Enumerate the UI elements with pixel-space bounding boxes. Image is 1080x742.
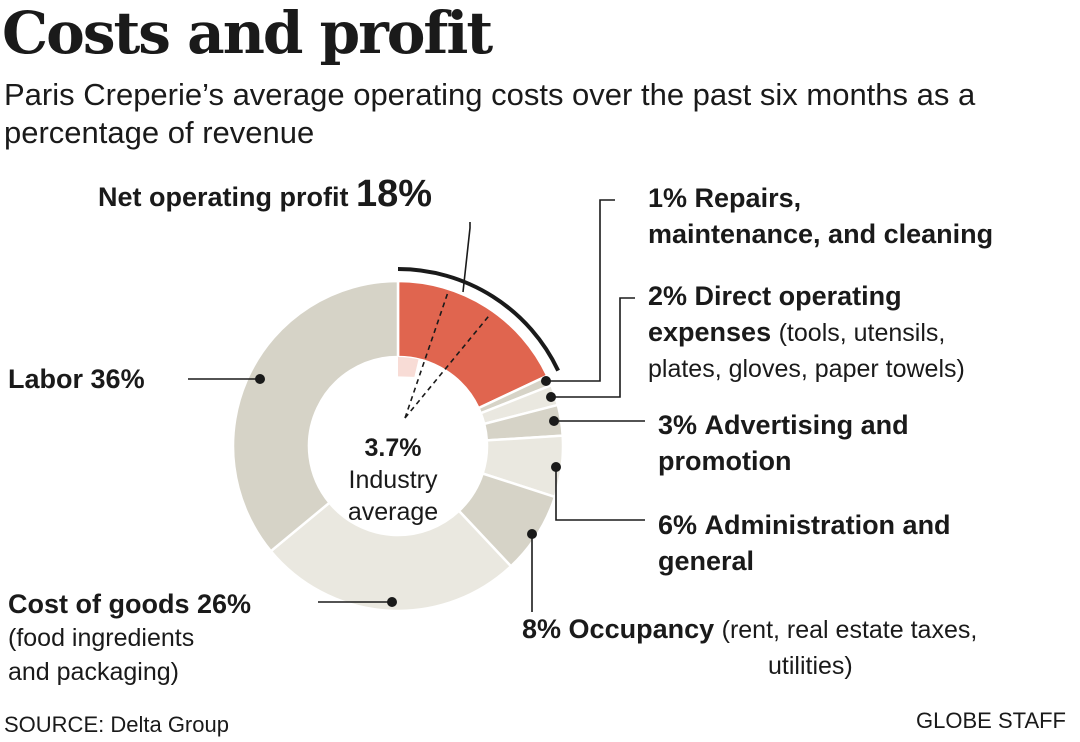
slice-labor xyxy=(231,279,400,553)
chart-overlay xyxy=(397,267,560,419)
label-advertising: 3% Advertising and promotion xyxy=(658,407,909,479)
leader-dot-advertising xyxy=(549,416,559,426)
industry-average-dashed-line xyxy=(404,292,449,419)
label-repairs: 1% Repairs, maintenance, and cleaning xyxy=(648,180,993,252)
label-direct: 2% Direct operating expenses (tools, ute… xyxy=(648,278,965,387)
leader-lines xyxy=(188,199,645,612)
industry-average-value: 3.7% xyxy=(364,434,422,462)
label-adv-value: 3% xyxy=(658,410,698,440)
label-repairs-name-2: maintenance, and cleaning xyxy=(648,219,994,249)
leader-dot-labor xyxy=(255,374,265,384)
industry-average-line-1: Industry xyxy=(348,466,438,494)
leader-dot-repairs xyxy=(541,376,551,386)
label-labor: Labor 36% xyxy=(8,361,145,397)
credit-note: GLOBE STAFF xyxy=(916,708,1066,733)
slice-net-operating-profit xyxy=(396,279,549,410)
label-admin-value: 6% xyxy=(658,510,698,540)
label-occupancy: 8% Occupancy (rent, real estate taxes, u… xyxy=(522,611,977,684)
leader-dot-admin xyxy=(551,462,561,472)
label-cogs: Cost of goods 26% (food ingredients and … xyxy=(8,587,251,689)
leader-line-repairs xyxy=(546,199,615,382)
industry-average-wedge xyxy=(398,357,419,377)
leader-dot-direct xyxy=(546,392,556,402)
industry-average-wedge-fill xyxy=(398,357,419,377)
leader-line-direct xyxy=(551,297,635,398)
label-admin-name-2: general xyxy=(658,546,755,576)
label-cogs-name: Cost of goods xyxy=(8,589,190,619)
label-direct-note-1: (tools, utensils, xyxy=(778,319,946,347)
slice-cost-of-goods xyxy=(269,500,513,613)
label-adv-name-2: promotion xyxy=(658,446,792,476)
label-admin-name-1: Administration and xyxy=(704,510,951,540)
label-direct-name-1: Direct operating xyxy=(694,281,902,311)
leader-dot-occupancy xyxy=(527,529,537,539)
leader-dots xyxy=(255,374,561,607)
label-labor-value: 36% xyxy=(90,364,145,394)
label-cogs-note-2: and packaging) xyxy=(8,658,179,686)
label-cogs-note-1: (food ingredients xyxy=(8,624,195,652)
label-admin: 6% Administration and general xyxy=(658,507,951,579)
leader-dot-cogs xyxy=(387,597,397,607)
label-profit-value: 18% xyxy=(356,173,433,215)
label-labor-name: Labor xyxy=(8,364,84,394)
leader-line-admin xyxy=(555,467,645,521)
donut-slices xyxy=(231,279,565,613)
label-profit: Net operating profit 18% xyxy=(98,173,433,215)
label-direct-name-2: expenses xyxy=(648,317,772,347)
label-occ-note-2: utilities) xyxy=(768,652,853,680)
chart-subtitle: Paris Creperie’s average operating costs… xyxy=(4,77,976,150)
label-profit-name: Net operating profit xyxy=(98,182,349,212)
label-direct-note-2: plates, gloves, paper towels) xyxy=(648,355,965,383)
label-repairs-name-1: Repairs, xyxy=(694,183,802,213)
label-adv-name-1: Advertising and xyxy=(704,410,909,440)
industry-average-label: 3.7% Industry average xyxy=(318,432,468,528)
label-cogs-value: 26% xyxy=(197,589,252,619)
label-direct-value: 2% xyxy=(648,281,688,311)
label-occ-value: 8% xyxy=(522,614,562,644)
label-repairs-value: 1% xyxy=(648,183,688,213)
industry-average-dashed-line xyxy=(404,313,491,419)
profit-bracket-arc xyxy=(397,267,560,372)
chart-title: Costs and profit xyxy=(2,0,493,67)
label-occ-note-1: (rent, real estate taxes, xyxy=(721,616,978,644)
leader-line-profit xyxy=(462,222,471,293)
label-occ-name: Occupancy xyxy=(568,614,715,644)
industry-average-line-2: average xyxy=(347,498,439,526)
source-note: SOURCE: Delta Group xyxy=(4,712,229,737)
